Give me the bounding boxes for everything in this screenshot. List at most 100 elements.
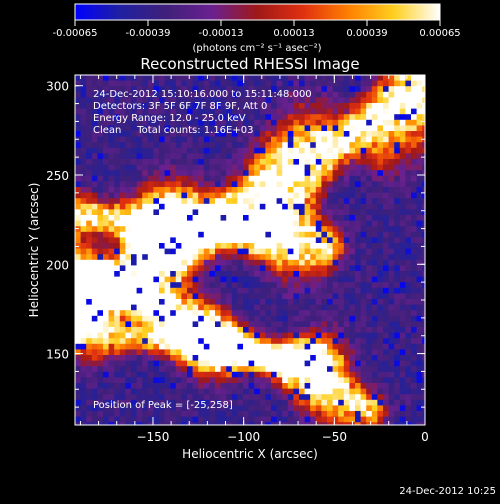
heatmap-cell [192, 75, 199, 81]
heatmap-cell [416, 147, 423, 154]
heatmap-cell [181, 282, 188, 289]
heatmap-cell [91, 332, 98, 339]
heatmap-cell [226, 315, 233, 322]
heatmap-cell [170, 383, 177, 389]
heatmap-cell [304, 187, 311, 193]
heatmap-cell [220, 75, 227, 81]
heatmap-cell [237, 86, 244, 93]
heatmap-cell [282, 153, 289, 160]
heatmap-cell [103, 411, 109, 417]
heatmap-cell [371, 103, 378, 109]
heatmap-cell [394, 332, 401, 339]
heatmap-cell [198, 131, 205, 137]
heatmap-cell [355, 198, 361, 205]
heatmap-cell [192, 80, 199, 87]
heatmap-cell [108, 343, 115, 350]
heatmap-cell [371, 271, 378, 277]
heatmap-cell [147, 192, 154, 199]
heatmap-cell [299, 91, 305, 98]
heatmap-cell [310, 215, 317, 221]
heatmap-cell [209, 231, 216, 238]
heatmap-cell [170, 220, 177, 227]
heatmap-cell [271, 119, 277, 126]
heatmap-cell [153, 276, 160, 283]
heatmap-cell [276, 276, 283, 283]
heatmap-cell [142, 114, 149, 121]
heatmap-cell [287, 136, 294, 143]
heatmap-cell [75, 287, 81, 294]
heatmap-cell [388, 103, 395, 109]
heatmap-cell [276, 215, 283, 221]
heatmap-cell [248, 304, 255, 311]
heatmap-cell [153, 287, 160, 294]
heatmap-cell [259, 181, 266, 188]
heatmap-cell [276, 231, 283, 238]
heatmap-cell [254, 125, 261, 132]
heatmap-cell [131, 198, 137, 205]
heatmap-cell [383, 349, 389, 356]
heatmap-cell [366, 103, 373, 109]
heatmap-cell [220, 259, 227, 266]
heatmap-cell [175, 388, 182, 395]
heatmap-cell [411, 405, 417, 412]
heatmap-cell [388, 343, 395, 350]
heatmap-cell [399, 366, 406, 373]
heatmap-cell [282, 198, 289, 205]
heatmap-cell [108, 108, 115, 115]
heatmap-cell [175, 422, 182, 425]
heatmap-cell [321, 287, 328, 294]
heatmap-cell [164, 86, 171, 93]
heatmap-cell [422, 159, 425, 165]
heatmap-cell [315, 170, 322, 177]
heatmap-cell [349, 91, 356, 98]
heatmap-cell [114, 360, 121, 367]
heatmap-cell [299, 80, 305, 87]
heatmap-cell [231, 75, 238, 81]
heatmap-cell [338, 220, 345, 227]
heatmap-cell [125, 287, 132, 294]
heatmap-cell [355, 315, 361, 322]
heatmap-cell [411, 355, 417, 361]
heatmap-cell [125, 91, 132, 98]
heatmap-cell [86, 114, 93, 121]
heatmap-cell [147, 153, 154, 160]
heatmap-cell [315, 327, 322, 333]
heatmap-cell [248, 142, 255, 149]
heatmap-cell [332, 153, 339, 160]
heatmap-cell [287, 248, 294, 255]
heatmap-cell [108, 86, 115, 93]
heatmap-cell [175, 187, 182, 193]
heatmap-cell [254, 198, 261, 205]
heatmap-cell [226, 366, 233, 373]
heatmap-cell [153, 192, 160, 199]
heatmap-cell [80, 114, 87, 121]
heatmap-cell [360, 310, 367, 317]
heatmap-cell [187, 215, 193, 221]
heatmap-cell [282, 304, 289, 311]
heatmap-cell [327, 248, 333, 255]
heatmap-cell [192, 175, 199, 182]
heatmap-cell [254, 371, 261, 378]
heatmap-cell [114, 248, 121, 255]
heatmap-cell [108, 271, 115, 277]
heatmap-cell [147, 271, 154, 277]
heatmap-cell [170, 80, 177, 87]
heatmap-cell [215, 147, 221, 154]
heatmap-cell [147, 293, 154, 300]
heatmap-cell [91, 388, 98, 395]
heatmap-cell [220, 215, 227, 221]
heatmap-cell [142, 343, 149, 350]
heatmap-cell [265, 91, 272, 98]
heatmap-cell [159, 321, 165, 328]
heatmap-cell [108, 192, 115, 199]
heatmap-cell [343, 220, 350, 227]
heatmap-cell [97, 394, 104, 401]
heatmap-cell [411, 192, 417, 199]
heatmap-cell [383, 136, 389, 143]
heatmap-cell [231, 209, 238, 216]
heatmap-cell [371, 248, 378, 255]
heatmap-cell [170, 388, 177, 395]
heatmap-cell [343, 248, 350, 255]
heatmap-cell [366, 170, 373, 177]
heatmap-cell [349, 231, 356, 238]
